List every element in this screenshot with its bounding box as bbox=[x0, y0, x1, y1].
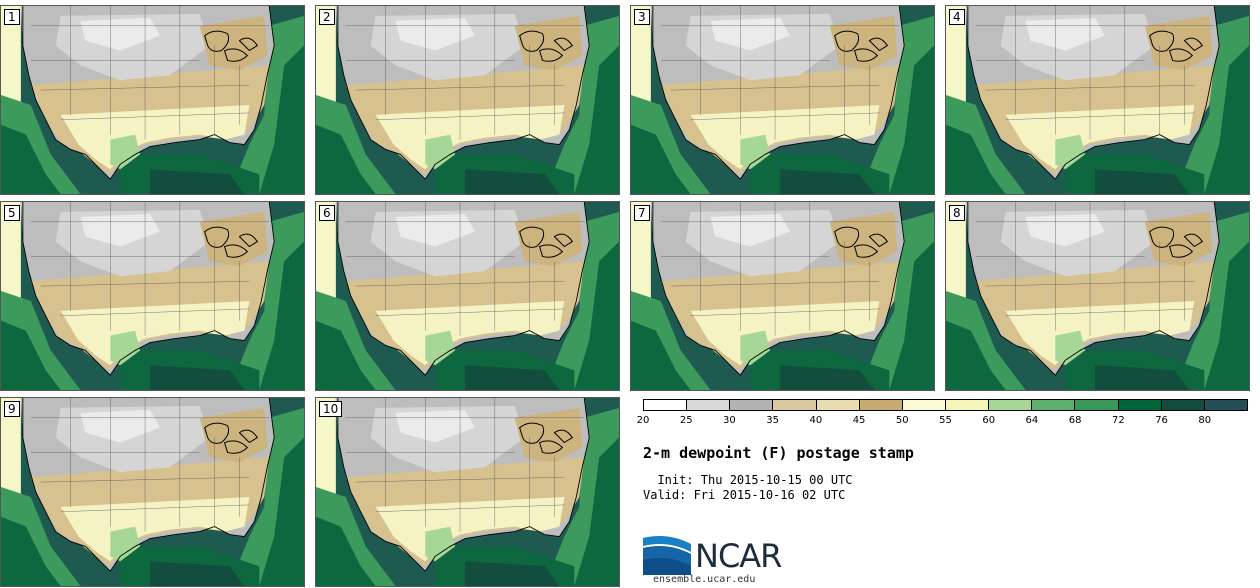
colorbar-segment bbox=[1031, 400, 1075, 410]
member-panel: 9 bbox=[0, 397, 305, 587]
colorbar-segment bbox=[644, 400, 687, 410]
member-number: 8 bbox=[949, 205, 965, 221]
member-panel: 1 bbox=[0, 5, 305, 195]
member-number: 6 bbox=[319, 205, 335, 221]
member-number: 7 bbox=[634, 205, 650, 221]
colorbar-tick-label: 60 bbox=[982, 415, 996, 426]
colorbar-segment bbox=[1074, 400, 1118, 410]
member-panel: 3 bbox=[630, 5, 935, 195]
colorbar-tick-label: 25 bbox=[679, 415, 693, 426]
website-label: ensemble.ucar.edu bbox=[653, 574, 756, 585]
member-number: 10 bbox=[319, 401, 343, 417]
colorbar-segment bbox=[944, 400, 989, 410]
member-number: 2 bbox=[319, 9, 335, 25]
ncar-logo-icon bbox=[643, 536, 691, 575]
colorbar-tick-label: 68 bbox=[1068, 415, 1082, 426]
member-panel: 5 bbox=[0, 201, 305, 391]
colorbar-segment bbox=[1203, 400, 1247, 410]
member-panel: 2 bbox=[315, 5, 620, 195]
colorbar-tick-label: 20 bbox=[636, 415, 650, 426]
init-time: Init: Thu 2015-10-15 00 UTC bbox=[643, 473, 853, 487]
colorbar-tick-label: 64 bbox=[1025, 415, 1039, 426]
colorbar-tick-label: 40 bbox=[809, 415, 823, 426]
colorbar-segment bbox=[729, 400, 773, 410]
colorbar-segment bbox=[988, 400, 1032, 410]
colorbar-tick-label: 50 bbox=[895, 415, 909, 426]
member-panel: 7 bbox=[630, 201, 935, 391]
valid-time: Valid: Fri 2015-10-16 02 UTC bbox=[643, 488, 846, 502]
colorbar-tick-label: 72 bbox=[1111, 415, 1125, 426]
colorbar-tick-label: 55 bbox=[939, 415, 952, 426]
colorbar-segment bbox=[1117, 400, 1161, 410]
colorbar-tick-label: 76 bbox=[1155, 415, 1168, 426]
member-panel: 6 bbox=[315, 201, 620, 391]
colorbar bbox=[643, 399, 1248, 411]
member-panel: 10 bbox=[315, 397, 620, 587]
member-number: 4 bbox=[949, 9, 965, 25]
colorbar-segment bbox=[815, 400, 859, 410]
member-panel: 4 bbox=[945, 5, 1250, 195]
colorbar-tick-label: 30 bbox=[723, 415, 736, 426]
logo-text: NCAR bbox=[695, 537, 782, 575]
colorbar-segment bbox=[1160, 400, 1204, 410]
member-panel: 8 bbox=[945, 201, 1250, 391]
member-number: 3 bbox=[634, 9, 650, 25]
member-number: 5 bbox=[4, 205, 20, 221]
member-number: 9 bbox=[4, 401, 20, 417]
colorbar-segment bbox=[901, 400, 945, 410]
colorbar-tick-label: 35 bbox=[766, 415, 780, 426]
colorbar-ticks: 20 25 30 35 40 45 50 55 60 64 68 72 76 80 bbox=[637, 415, 1248, 429]
colorbar-tick-label: 80 bbox=[1198, 415, 1212, 426]
colorbar-segment bbox=[772, 400, 816, 410]
colorbar-segment bbox=[858, 400, 902, 410]
colorbar-tick-label: 45 bbox=[852, 415, 866, 426]
figure-title: 2-m dewpoint (F) postage stamp bbox=[643, 444, 914, 462]
colorbar-segment bbox=[686, 400, 730, 410]
member-number: 1 bbox=[4, 9, 20, 25]
